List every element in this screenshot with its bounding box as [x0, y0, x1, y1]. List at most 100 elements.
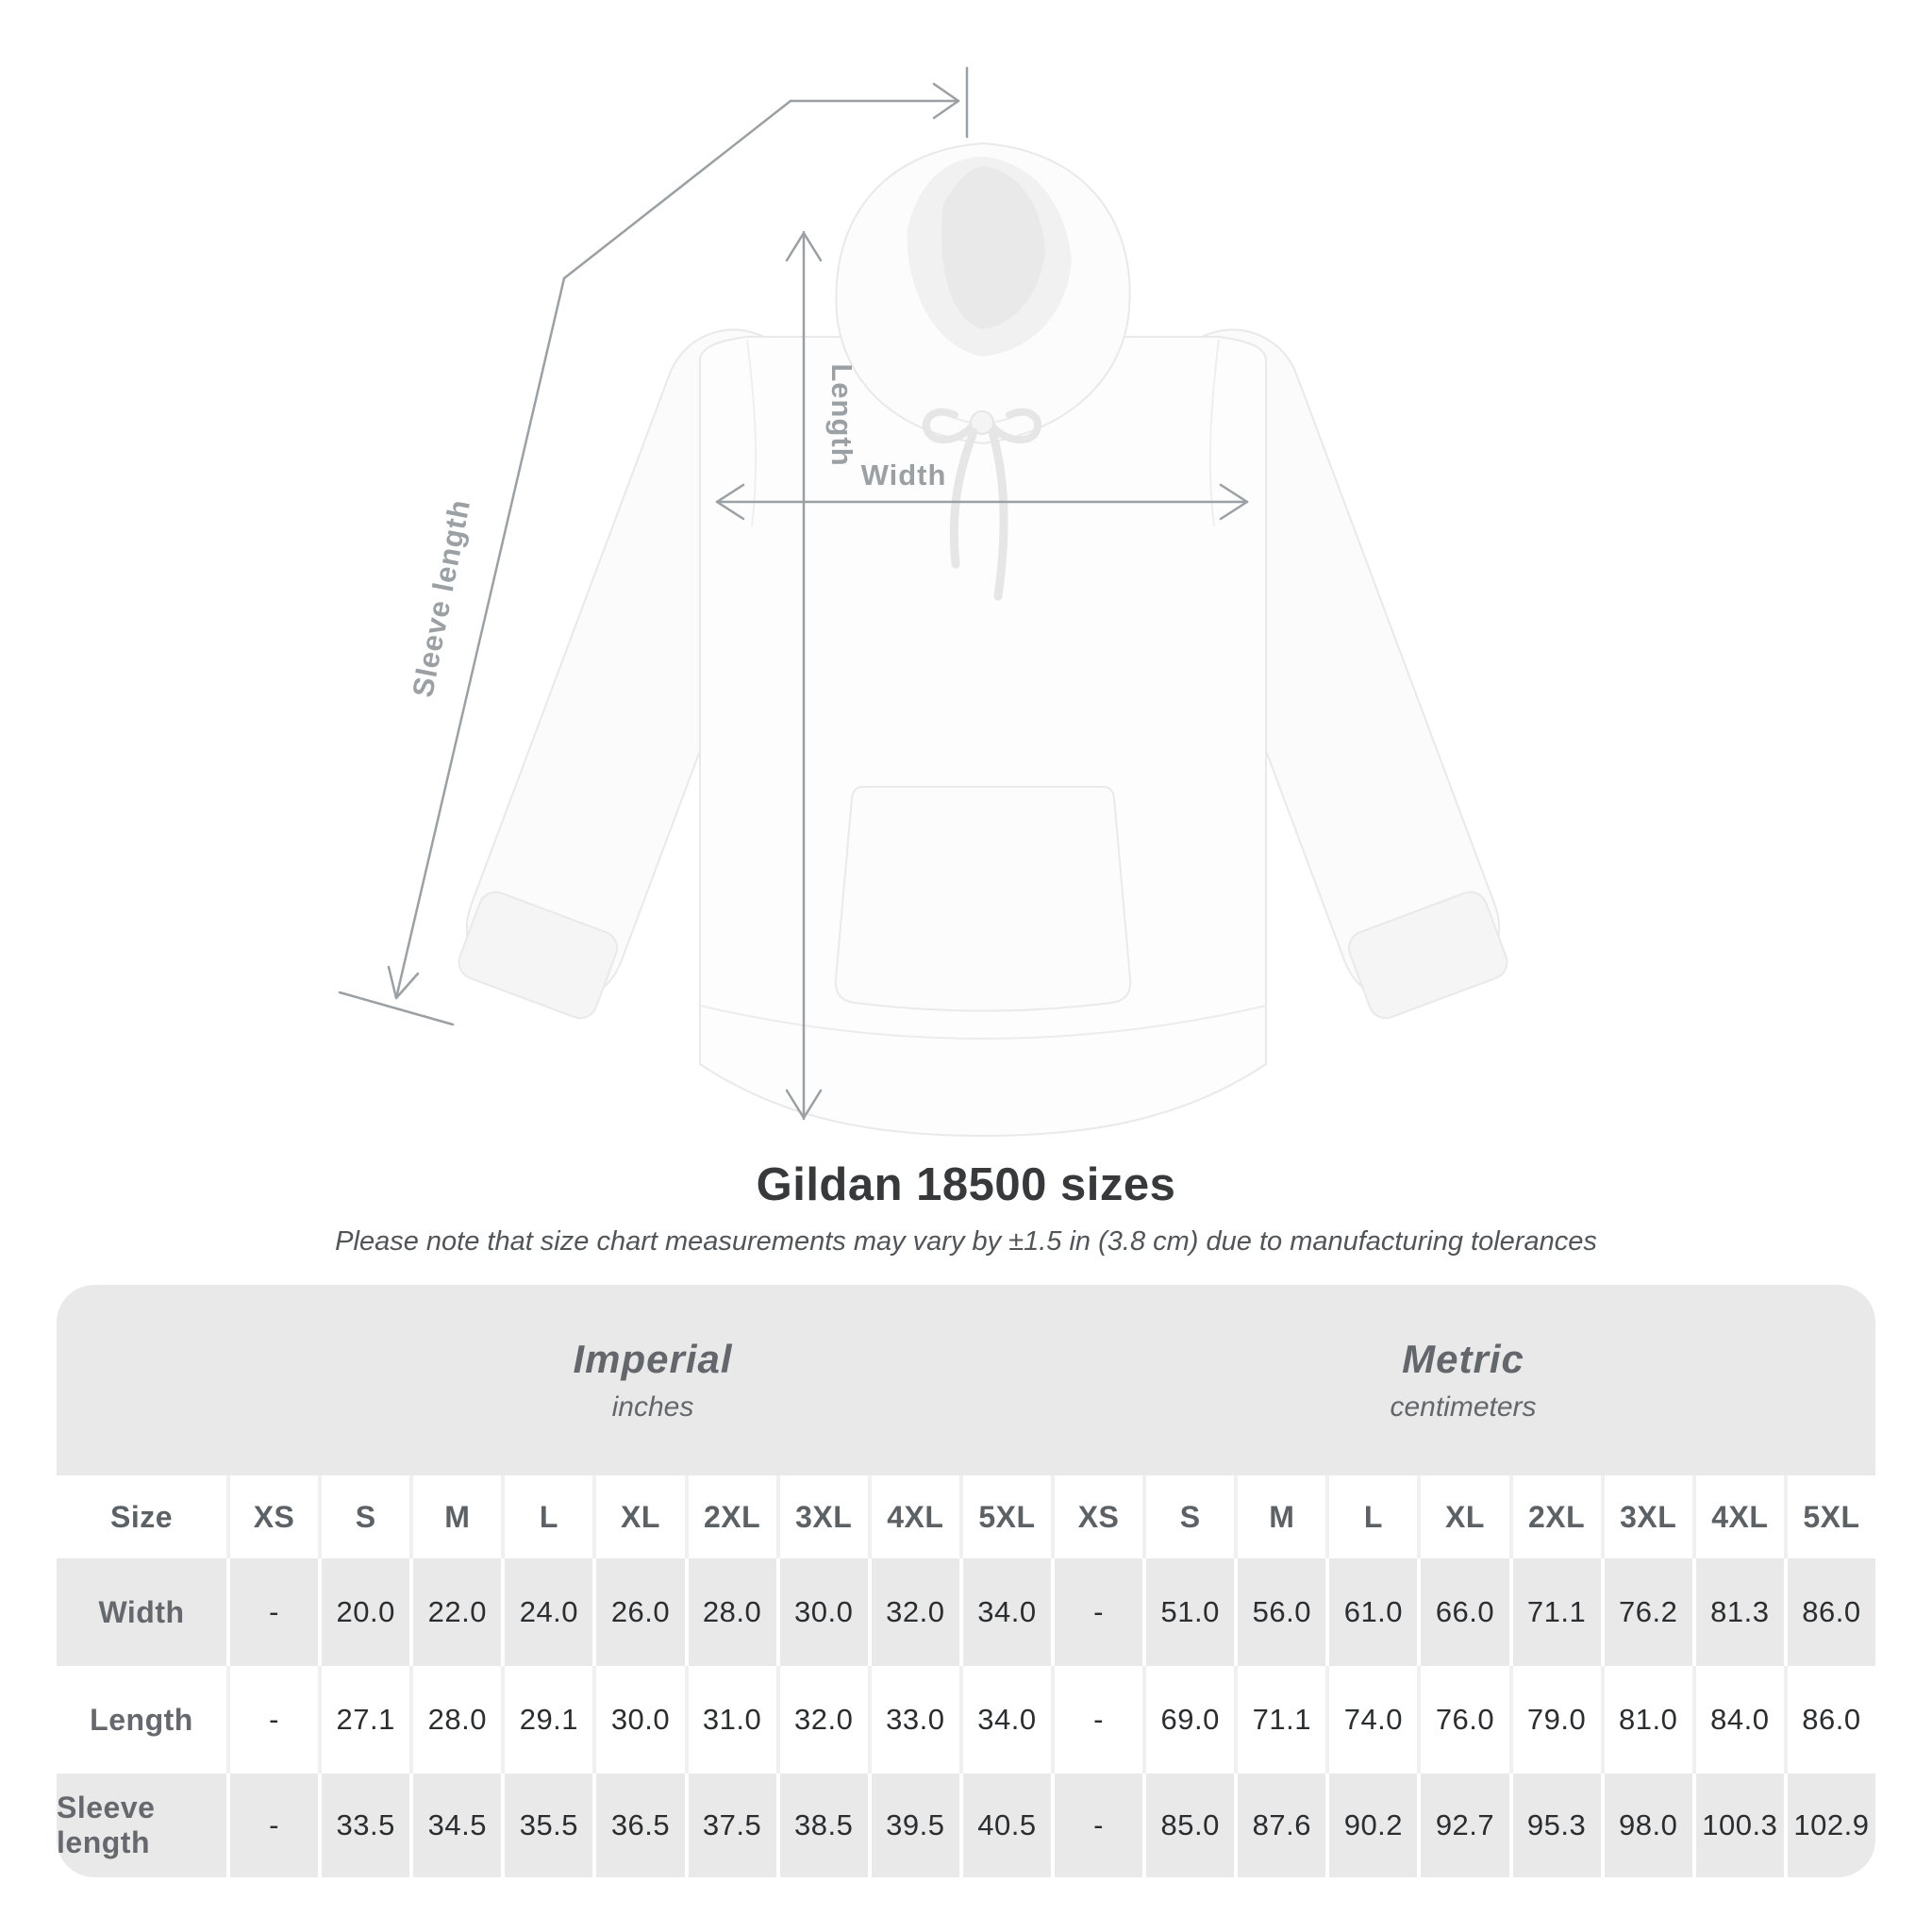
- size-header-imperial-s: S: [318, 1475, 410, 1558]
- size-header-metric-4xl: 4XL: [1691, 1475, 1784, 1558]
- imperial-section-header: Imperial inches: [57, 1285, 1051, 1475]
- row-label: Length: [57, 1666, 226, 1774]
- table-cell: 31.0: [684, 1666, 776, 1774]
- metric-title: Metric: [1402, 1337, 1524, 1381]
- metric-unit: centimeters: [1390, 1391, 1537, 1423]
- table-cell: 98.0: [1600, 1774, 1692, 1877]
- table-cell: 92.7: [1417, 1774, 1509, 1877]
- table-cell: 37.5: [684, 1774, 776, 1877]
- table-cell: 32.0: [867, 1558, 959, 1666]
- left-cuff: [458, 891, 619, 1020]
- table-cell: 56.0: [1234, 1558, 1326, 1666]
- size-header-imperial-5xl: 5XL: [958, 1475, 1051, 1558]
- drawstring-bow-left: [922, 408, 975, 444]
- table-cell: 102.9: [1783, 1774, 1875, 1877]
- table-cell: 22.0: [409, 1558, 502, 1666]
- table-cell: -: [1051, 1558, 1143, 1666]
- table-cell: -: [226, 1774, 319, 1877]
- size-header-metric-s: S: [1142, 1475, 1235, 1558]
- table-cell: 81.0: [1600, 1666, 1692, 1774]
- drawstring-right: [988, 427, 1008, 601]
- size-header-metric-3xl: 3XL: [1600, 1475, 1692, 1558]
- table-cell: 38.5: [775, 1774, 868, 1877]
- table-cell: 66.0: [1417, 1558, 1509, 1666]
- table-row-sleeve-length: Sleeve length -33.5 34.5 35.5 36.5 37.5 38.5 39…: [57, 1774, 1875, 1877]
- drawstring-left: [949, 427, 978, 569]
- table-cell: 40.5: [958, 1774, 1051, 1877]
- right-cuff: [1347, 891, 1508, 1020]
- arrow-left-icon: [715, 483, 745, 521]
- table-cell: 34.0: [958, 1558, 1051, 1666]
- table-cell: 35.5: [501, 1774, 593, 1877]
- table-cell: 34.0: [958, 1666, 1051, 1774]
- size-header-imperial-l: L: [501, 1475, 593, 1558]
- table-cell: 61.0: [1325, 1558, 1418, 1666]
- arrow-up-icon: [785, 231, 823, 262]
- table-cell: 30.0: [592, 1666, 685, 1774]
- table-cell: 71.1: [1508, 1558, 1601, 1666]
- table-cell: 76.0: [1417, 1666, 1509, 1774]
- sleeve-arrow-diagonal-lower: [394, 276, 566, 1000]
- cuff-reference-tick: [338, 991, 455, 1026]
- sleeve-arrow-diagonal-upper: [562, 99, 792, 280]
- sleeve-length-label: Sleeve length: [406, 496, 476, 700]
- table-cell: 87.6: [1234, 1774, 1326, 1877]
- size-header-metric-l: L: [1325, 1475, 1418, 1558]
- size-header-metric-xs: XS: [1051, 1475, 1143, 1558]
- table-cell: 86.0: [1783, 1558, 1875, 1666]
- kangaroo-pocket: [834, 786, 1132, 1012]
- size-header-imperial-2xl: 2XL: [684, 1475, 776, 1558]
- left-armhole-seam: [746, 339, 758, 527]
- length-label: Length: [825, 363, 858, 466]
- table-cell: 28.0: [409, 1666, 502, 1774]
- size-header-metric-xl: XL: [1417, 1475, 1509, 1558]
- table-cell: 39.5: [867, 1774, 959, 1877]
- table-cell: 33.0: [867, 1666, 959, 1774]
- arrow-down-icon: [785, 1089, 823, 1120]
- size-header-metric-5xl: 5XL: [1783, 1475, 1875, 1558]
- table-cell: 34.5: [409, 1774, 502, 1877]
- table-cell: 84.0: [1691, 1666, 1784, 1774]
- table-cell: 86.0: [1783, 1666, 1875, 1774]
- table-row-width: Width -20.0 22.0 24.0 26.0 28.0 30.0 32.0 34.0-5…: [57, 1558, 1875, 1666]
- table-cell: 24.0: [501, 1558, 593, 1666]
- table-cell: 76.2: [1600, 1558, 1692, 1666]
- tolerance-note: Please note that size chart measurements…: [335, 1226, 1597, 1257]
- arrow-down-left-icon: [387, 965, 420, 1000]
- table-cell: 90.2: [1325, 1774, 1418, 1877]
- drawstring-knot: [970, 410, 994, 435]
- hem-band-seam: [699, 1005, 1267, 1040]
- width-label: Width: [861, 458, 947, 491]
- table-cell: -: [1051, 1774, 1143, 1877]
- metric-section-header: Metric centimeters: [1051, 1285, 1875, 1475]
- size-column-header: Size: [57, 1475, 226, 1558]
- table-cell: 32.0: [775, 1666, 868, 1774]
- table-cell: 81.3: [1691, 1558, 1784, 1666]
- table-cell: 51.0: [1142, 1558, 1235, 1666]
- row-label: Width: [57, 1558, 226, 1666]
- table-cell: 26.0: [592, 1558, 685, 1666]
- arrow-right-icon: [1219, 483, 1249, 521]
- hoodie-body: [699, 336, 1267, 1138]
- size-header-imperial-xl: XL: [592, 1475, 685, 1558]
- unit-header-band: Imperial inches Metric centimeters: [57, 1285, 1875, 1475]
- size-header-metric-2xl: 2XL: [1508, 1475, 1601, 1558]
- table-cell: 79.0: [1508, 1666, 1601, 1774]
- size-table: Imperial inches Metric centimeters Size X…: [57, 1285, 1875, 1877]
- table-cell: -: [226, 1558, 319, 1666]
- imperial-unit: inches: [611, 1391, 694, 1423]
- table-cell: 69.0: [1142, 1666, 1235, 1774]
- size-header-imperial-4xl: 4XL: [867, 1475, 959, 1558]
- size-header-imperial-xs: XS: [226, 1475, 319, 1558]
- drawstring-bow-right: [989, 408, 1042, 444]
- table-cell: 100.3: [1691, 1774, 1784, 1877]
- page-title: Gildan 18500 sizes: [756, 1159, 1176, 1210]
- right-armhole-seam: [1208, 339, 1220, 527]
- size-header-imperial-m: M: [409, 1475, 502, 1558]
- table-cell: 29.1: [501, 1666, 593, 1774]
- table-cell: 95.3: [1508, 1774, 1601, 1877]
- row-label: Sleeve length: [57, 1774, 226, 1877]
- imperial-title: Imperial: [573, 1337, 733, 1381]
- table-cell: -: [1051, 1666, 1143, 1774]
